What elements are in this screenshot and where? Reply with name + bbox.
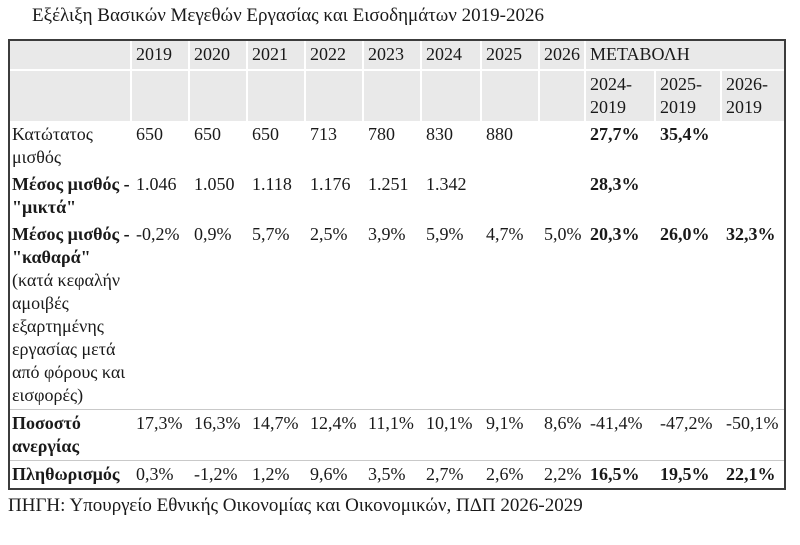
row-label: Μέσος μισθός - "καθαρά" (κατά κεφαλήν αμ… xyxy=(10,220,132,410)
change-cell: 32,3% xyxy=(722,220,784,410)
change-cell: 28,3% xyxy=(586,170,656,221)
header-year: 2024 xyxy=(422,40,482,71)
change-cell xyxy=(722,170,784,221)
value-cell: 5,9% xyxy=(422,220,482,410)
table-row: Κατώτατος μισθός 650 650 650 713 780 830… xyxy=(10,120,784,171)
header-change-period: 2025-2019 xyxy=(656,70,722,121)
value-cell: 2,7% xyxy=(422,460,482,489)
header-year: 2022 xyxy=(306,40,364,71)
change-cell: 27,7% xyxy=(586,120,656,171)
row-label-text: Ποσοστό ανεργίας xyxy=(12,413,81,457)
header-empty-cell xyxy=(482,70,540,121)
value-cell: 713 xyxy=(306,120,364,171)
value-cell: 14,7% xyxy=(248,409,306,461)
value-cell: 9,1% xyxy=(482,409,540,461)
value-cell: 1.050 xyxy=(190,170,248,221)
data-table: 2019 2020 2021 2022 2023 2024 2025 2026 … xyxy=(8,38,786,491)
change-cell: 22,1% xyxy=(722,460,784,489)
source-note: ΠΗΓΗ: Υπουργείο Εθνικής Οικονομίας και Ο… xyxy=(8,495,583,517)
header-change: ΜΕΤΑΒΟΛΗ xyxy=(586,40,784,71)
page-title: Εξέλιξη Βασικών Μεγεθών Εργασίας και Εισ… xyxy=(32,5,544,26)
value-cell: 4,7% xyxy=(482,220,540,410)
header-year: 2023 xyxy=(364,40,422,71)
header-empty-cell xyxy=(422,70,482,121)
change-cell: 26,0% xyxy=(656,220,722,410)
header-empty-cell xyxy=(132,70,190,121)
value-cell: 8,6% xyxy=(540,409,586,461)
header-year: 2026 xyxy=(540,40,586,71)
value-cell: 830 xyxy=(422,120,482,171)
value-cell: 1.342 xyxy=(422,170,482,221)
value-cell: 5,7% xyxy=(248,220,306,410)
value-cell: 3,5% xyxy=(364,460,422,489)
value-cell: 1.176 xyxy=(306,170,364,221)
header-change-period: 2026-2019 xyxy=(722,70,784,121)
value-cell xyxy=(540,120,586,171)
header-year: 2019 xyxy=(132,40,190,71)
value-cell: 780 xyxy=(364,120,422,171)
table-row: Ποσοστό ανεργίας 17,3% 16,3% 14,7% 12,4%… xyxy=(10,409,784,461)
value-cell: 5,0% xyxy=(540,220,586,410)
change-cell: -50,1% xyxy=(722,409,784,461)
value-cell: 16,3% xyxy=(190,409,248,461)
change-cell: 35,4% xyxy=(656,120,722,171)
row-label: Πληθωρισμός xyxy=(10,460,132,489)
value-cell: 2,5% xyxy=(306,220,364,410)
header-change-period: 2024-2019 xyxy=(586,70,656,121)
value-cell: 12,4% xyxy=(306,409,364,461)
value-cell: -1,2% xyxy=(190,460,248,489)
header-empty-cell xyxy=(306,70,364,121)
change-cell xyxy=(656,170,722,221)
value-cell: 0,3% xyxy=(132,460,190,489)
row-label: Μέσος μισθός - "μικτά" xyxy=(10,170,132,221)
page: Εξέλιξη Βασικών Μεγεθών Εργασίας και Εισ… xyxy=(0,4,800,519)
value-cell: 880 xyxy=(482,120,540,171)
row-label-text: Πληθωρισμός xyxy=(12,464,120,485)
change-cell: 20,3% xyxy=(586,220,656,410)
row-label-text: Μέσος μισθός - "μικτά" xyxy=(12,173,130,217)
change-cell xyxy=(722,120,784,171)
header-empty-cell xyxy=(364,70,422,121)
value-cell xyxy=(540,170,586,221)
value-cell: 1.251 xyxy=(364,170,422,221)
value-cell: 1.118 xyxy=(248,170,306,221)
value-cell: 0,9% xyxy=(190,220,248,410)
value-cell: 650 xyxy=(190,120,248,171)
table-row: Μέσος μισθός - "καθαρά" (κατά κεφαλήν αμ… xyxy=(10,220,784,410)
value-cell: 650 xyxy=(132,120,190,171)
header-empty-cell xyxy=(10,70,132,121)
change-cell: -47,2% xyxy=(656,409,722,461)
change-cell: 19,5% xyxy=(656,460,722,489)
change-cell: -41,4% xyxy=(586,409,656,461)
header-year: 2020 xyxy=(190,40,248,71)
header-empty-cell xyxy=(10,40,132,71)
value-cell: 3,9% xyxy=(364,220,422,410)
header-empty-cell xyxy=(540,70,586,121)
value-cell: 17,3% xyxy=(132,409,190,461)
value-cell: -0,2% xyxy=(132,220,190,410)
value-cell: 2,2% xyxy=(540,460,586,489)
row-label: Ποσοστό ανεργίας xyxy=(10,409,132,461)
row-label-note: (κατά κεφαλήν αμοιβές εξαρτημένης εργασί… xyxy=(12,269,126,406)
row-label: Κατώτατος μισθός xyxy=(10,120,132,171)
row-label-text: Κατώτατος μισθός xyxy=(12,123,93,167)
header-empty-cell xyxy=(248,70,306,121)
table-row: Μέσος μισθός - "μικτά" 1.046 1.050 1.118… xyxy=(10,170,784,221)
value-cell: 9,6% xyxy=(306,460,364,489)
table-row: Πληθωρισμός 0,3% -1,2% 1,2% 9,6% 3,5% 2,… xyxy=(10,460,784,489)
header-year: 2025 xyxy=(482,40,540,71)
header-row-periods: 2024-2019 2025-2019 2026-2019 xyxy=(10,70,784,121)
header-year: 2021 xyxy=(248,40,306,71)
value-cell: 650 xyxy=(248,120,306,171)
value-cell: 10,1% xyxy=(422,409,482,461)
value-cell: 1,2% xyxy=(248,460,306,489)
value-cell: 1.046 xyxy=(132,170,190,221)
value-cell xyxy=(482,170,540,221)
header-row-years: 2019 2020 2021 2022 2023 2024 2025 2026 … xyxy=(10,40,784,71)
value-cell: 2,6% xyxy=(482,460,540,489)
header-empty-cell xyxy=(190,70,248,121)
change-cell: 16,5% xyxy=(586,460,656,489)
row-label-text: Μέσος μισθός - "καθαρά" xyxy=(12,223,130,267)
value-cell: 11,1% xyxy=(364,409,422,461)
